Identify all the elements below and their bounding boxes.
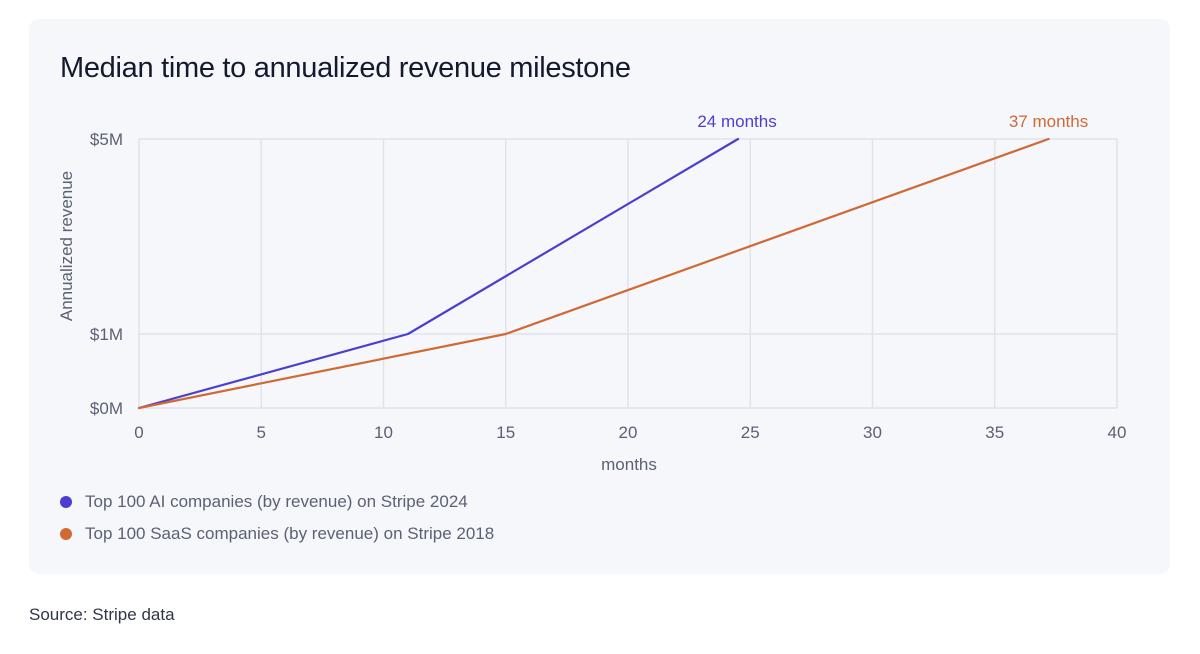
legend-label-ai: Top 100 AI companies (by revenue) on Str… — [85, 492, 468, 511]
legend-dot-saas — [60, 528, 72, 540]
x-tick-label: 35 — [985, 423, 1004, 442]
x-tick-label: 0 — [134, 423, 143, 442]
series-line-saas — [137, 137, 1050, 410]
x-tick-label: 30 — [863, 423, 882, 442]
annotation-ai: 24 months — [697, 112, 776, 131]
source-note: Source: Stripe data — [29, 605, 175, 624]
annotation-saas: 37 months — [1009, 112, 1088, 131]
series-line-ai — [137, 137, 740, 410]
y-tick-label: $5M — [90, 130, 123, 149]
x-tick-label: 25 — [741, 423, 760, 442]
legend: Top 100 AI companies (by revenue) on Str… — [60, 486, 494, 550]
x-tick-label: 10 — [374, 423, 393, 442]
tick-labels: 0 5 10 15 20 25 30 35 40 $0M $1M $5M — [90, 130, 1127, 442]
x-axis-label: months — [601, 455, 657, 474]
x-tick-label: 15 — [496, 423, 515, 442]
x-tick-label: 5 — [257, 423, 266, 442]
grid-lines — [138, 138, 1118, 409]
legend-item-saas: Top 100 SaaS companies (by revenue) on S… — [60, 518, 494, 550]
series-annotations: 24 months 37 months — [697, 112, 1088, 131]
chart-card — [29, 19, 1170, 574]
series-lines — [137, 137, 1050, 410]
legend-item-ai: Top 100 AI companies (by revenue) on Str… — [60, 486, 494, 518]
y-axis-label: Annualized revenue — [57, 171, 76, 321]
x-tick-label: 20 — [619, 423, 638, 442]
y-tick-label: $1M — [90, 325, 123, 344]
legend-dot-ai — [60, 496, 72, 508]
x-tick-label: 40 — [1108, 423, 1127, 442]
legend-label-saas: Top 100 SaaS companies (by revenue) on S… — [85, 524, 495, 543]
y-tick-label: $0M — [90, 399, 123, 418]
chart-title: Median time to annualized revenue milest… — [60, 52, 631, 84]
